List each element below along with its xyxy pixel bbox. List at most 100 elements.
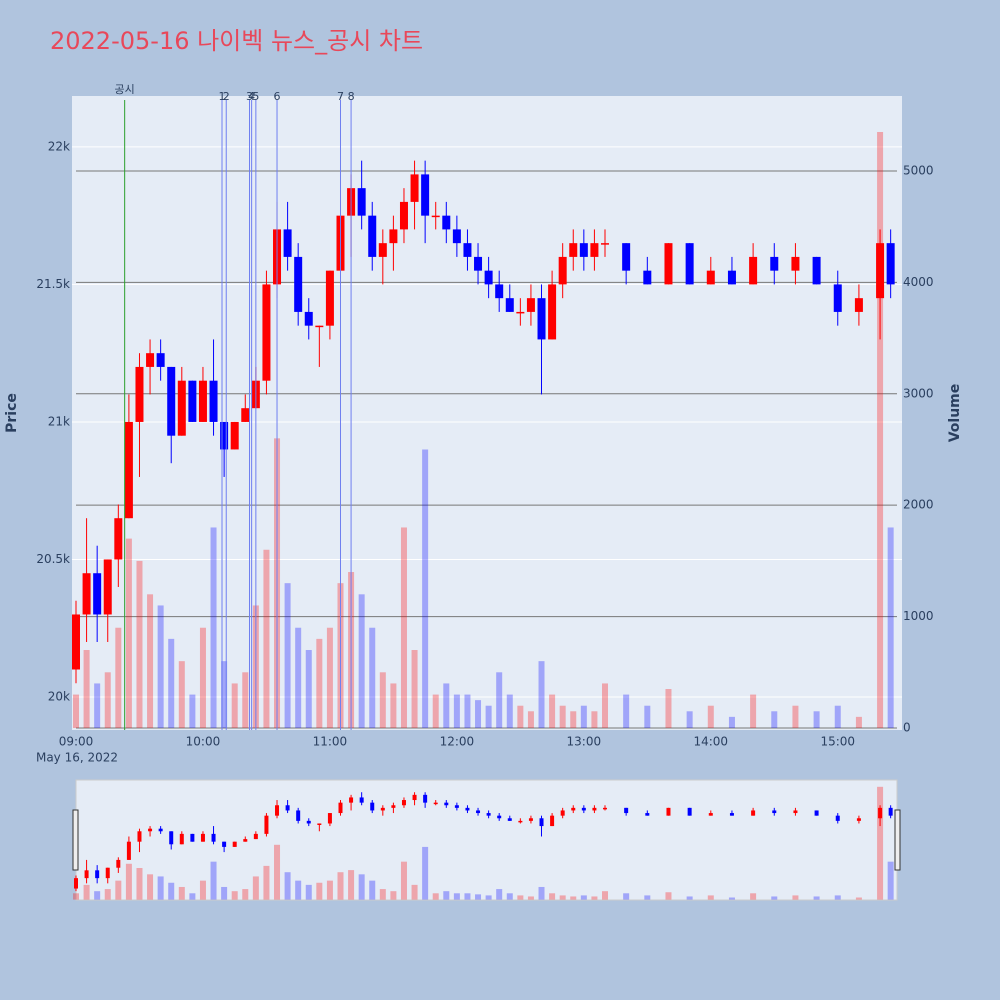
- volume-bar: [147, 594, 154, 728]
- candle-body: [751, 810, 756, 816]
- candle-body: [484, 270, 493, 285]
- x-tick-label: 12:00: [440, 735, 475, 749]
- range-handle[interactable]: [894, 809, 901, 871]
- candle-body: [264, 815, 269, 834]
- candle-body: [72, 614, 80, 670]
- candle-body: [590, 243, 599, 257]
- candle-body: [380, 807, 385, 811]
- y-tick-label: 21k: [48, 414, 70, 428]
- volume-bar: [168, 882, 175, 900]
- volume-bar: [443, 683, 450, 728]
- volume-bar: [559, 895, 566, 900]
- x-tick-label: 10:00: [186, 735, 221, 749]
- candle-body: [327, 813, 332, 824]
- candle-body: [888, 807, 893, 816]
- volume-bar: [570, 711, 577, 728]
- volume-bar: [834, 705, 841, 728]
- volume-bar: [549, 694, 556, 728]
- volume-bar: [178, 886, 185, 900]
- candle-body: [442, 215, 451, 230]
- volume-bar: [390, 891, 397, 900]
- candle-body: [304, 311, 313, 326]
- plot-area: [72, 96, 902, 730]
- candle-body: [444, 802, 449, 806]
- event-label: 3: [246, 90, 253, 103]
- candle-body: [135, 366, 144, 422]
- candle-body: [82, 573, 91, 615]
- volume-bar: [644, 895, 651, 900]
- y2-tick-label: 5000: [903, 163, 934, 177]
- candle-body: [878, 807, 883, 819]
- volume-bar: [771, 711, 778, 728]
- volume-bar: [263, 549, 270, 728]
- candle-body: [495, 284, 504, 299]
- candle-body: [296, 810, 301, 821]
- volume-bar: [189, 893, 196, 900]
- x-tick-label: 15:00: [820, 735, 855, 749]
- range-handle[interactable]: [72, 809, 79, 871]
- volume-bar: [485, 705, 492, 728]
- y2-tick-label: 3000: [903, 386, 934, 400]
- candle-body: [222, 841, 227, 847]
- volume-bar: [411, 884, 418, 900]
- event-label: 5: [252, 90, 259, 103]
- volume-bar: [136, 560, 143, 728]
- volume-bar: [665, 689, 672, 728]
- candle-body: [399, 201, 408, 230]
- event-label: 4: [248, 90, 255, 103]
- volume-bar: [813, 896, 820, 900]
- candle-body: [592, 807, 597, 811]
- volume-bar: [157, 605, 164, 728]
- candle-body: [666, 807, 671, 816]
- candle-body: [158, 828, 163, 832]
- volume-bar: [189, 694, 196, 728]
- candle-body: [124, 421, 133, 519]
- volume-bar: [496, 672, 503, 728]
- chart-title: 2022-05-16 나이벡 뉴스_공시 차트: [50, 27, 423, 55]
- candle-body: [454, 805, 459, 808]
- volume-bar: [750, 694, 757, 728]
- candle-body: [232, 841, 237, 847]
- candle-body: [241, 408, 250, 422]
- volume-bar: [623, 694, 630, 728]
- candle-body: [558, 256, 567, 285]
- volume-bar: [496, 889, 503, 900]
- volume-bar: [580, 895, 587, 900]
- volume-bar: [125, 538, 132, 728]
- x-tick-label: 11:00: [313, 735, 348, 749]
- candle-body: [315, 325, 324, 328]
- volume-bar: [591, 711, 598, 728]
- volume-bar: [887, 527, 894, 728]
- candle-body: [190, 833, 195, 842]
- volume-bar: [231, 891, 238, 900]
- candle-body: [622, 243, 631, 271]
- volume-bar: [623, 893, 630, 900]
- candle-body: [518, 820, 523, 823]
- candle-body: [497, 815, 502, 819]
- volume-bar: [601, 683, 608, 728]
- volume-bar: [855, 897, 862, 900]
- candle-body: [505, 298, 514, 312]
- candle-body: [476, 810, 481, 814]
- candle-body: [126, 841, 131, 860]
- volume-bar: [877, 786, 884, 900]
- volume-bar: [199, 880, 206, 900]
- volume-bar: [157, 876, 164, 900]
- y2-tick-label: 4000: [903, 275, 934, 289]
- volume-bar: [728, 716, 735, 728]
- candle-body: [569, 243, 578, 257]
- volume-bar: [834, 895, 841, 900]
- event-label: 7: [337, 90, 344, 103]
- volume-bar: [379, 889, 386, 900]
- y-tick-label: 21.5k: [36, 277, 70, 291]
- candle-body: [167, 366, 176, 436]
- volume-bar: [252, 876, 259, 900]
- candle-body: [389, 229, 398, 244]
- candle-body: [349, 797, 354, 803]
- volume-bar: [464, 694, 471, 728]
- volume-bar: [115, 880, 122, 900]
- candle-body: [643, 270, 652, 285]
- candle-body: [116, 859, 121, 868]
- candle-body: [200, 833, 205, 842]
